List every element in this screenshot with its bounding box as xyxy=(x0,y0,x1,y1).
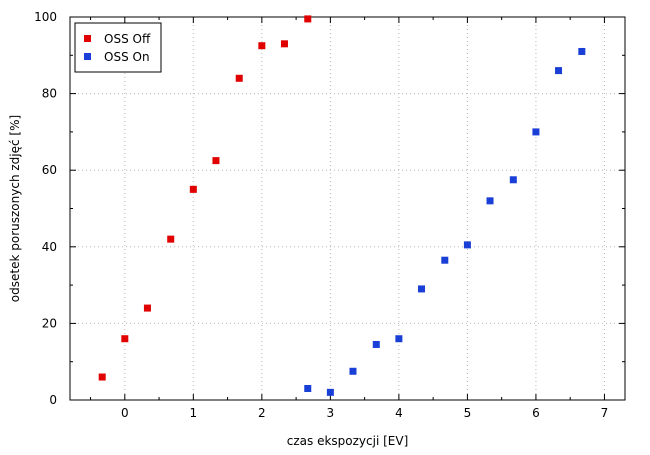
data-point-oss-on xyxy=(532,128,540,136)
x-tick-label: 4 xyxy=(395,406,403,420)
data-point-oss-off xyxy=(189,185,197,193)
legend-box xyxy=(74,22,162,73)
data-point-oss-on xyxy=(509,176,517,184)
data-point-oss-off xyxy=(304,15,312,23)
data-point-oss-on xyxy=(349,367,357,375)
data-point-oss-on xyxy=(372,340,380,348)
axis-ticks: 0 1 2 3 4 5 6 7 0 20 40 60 80 100 xyxy=(34,10,625,420)
data-point-oss-on xyxy=(395,335,403,343)
data-point-oss-off xyxy=(212,157,220,165)
legend-label-oss-off: OSS Off xyxy=(104,32,151,46)
data-point-oss-off xyxy=(235,74,243,82)
data-point-oss-off xyxy=(98,373,106,381)
data-point-oss-off xyxy=(121,335,129,343)
data-point-oss-off xyxy=(143,304,151,312)
legend-label-oss-on: OSS On xyxy=(104,50,150,64)
y-tick-label: 40 xyxy=(42,240,57,254)
x-tick-label: 1 xyxy=(190,406,198,420)
legend-marker-oss-off xyxy=(84,35,91,42)
y-tick-label: 0 xyxy=(49,393,57,407)
data-point-oss-on xyxy=(326,388,334,396)
data-point-oss-on xyxy=(486,197,494,205)
data-point-oss-off xyxy=(167,235,175,243)
data-point-oss-on xyxy=(578,47,586,55)
y-tick-label: 20 xyxy=(42,316,57,330)
data-point-oss-off xyxy=(258,42,266,50)
data-point-oss-off xyxy=(280,40,288,48)
x-tick-label: 0 xyxy=(121,406,129,420)
data-point-oss-on xyxy=(463,241,471,249)
plot-frame xyxy=(69,16,626,401)
data-point-oss-on xyxy=(418,285,425,293)
x-tick-label: 5 xyxy=(464,406,472,420)
data-point-oss-on xyxy=(304,385,312,393)
x-tick-label: 3 xyxy=(327,406,335,420)
y-tick-label: 60 xyxy=(42,163,57,177)
grid-lines xyxy=(70,17,625,400)
data-point-oss-on xyxy=(555,67,563,75)
x-tick-label: 6 xyxy=(532,406,540,420)
y-axis-label: odsetek poruszonych zdjęć [%] xyxy=(8,115,22,302)
x-axis-label: czas ekspozycji [EV] xyxy=(287,434,409,448)
y-tick-label: 80 xyxy=(42,87,57,101)
legend: OSS Off OSS On xyxy=(74,22,162,73)
data-point-oss-on xyxy=(441,256,449,264)
legend-marker-oss-on xyxy=(84,53,91,60)
x-tick-label: 2 xyxy=(258,406,266,420)
data-points xyxy=(98,15,586,396)
x-tick-label: 7 xyxy=(601,406,609,420)
y-tick-label: 100 xyxy=(34,10,57,24)
